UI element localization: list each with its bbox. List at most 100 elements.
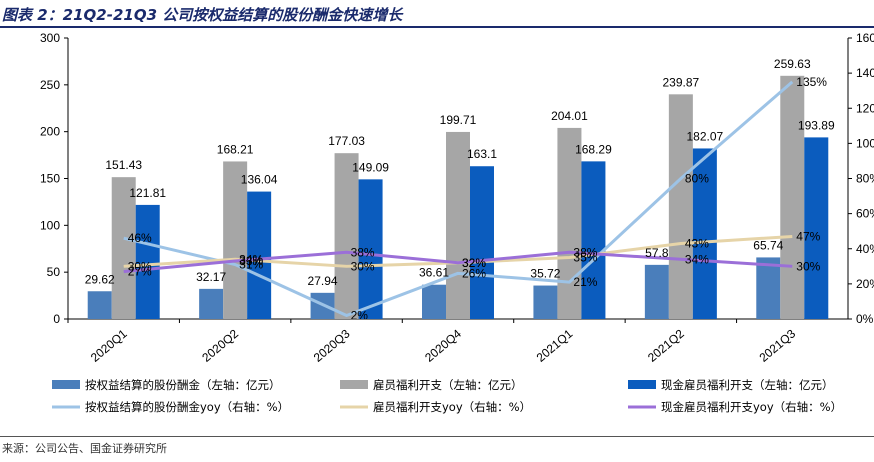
right-axis-tick-label: 80% <box>856 172 874 186</box>
right-axis-tick-label: 0% <box>856 312 874 326</box>
legend-label: 现金雇员福利开支（左轴：亿元） <box>661 378 834 392</box>
legend-label: 按权益结算的股份酬金yoy（右轴：%） <box>85 400 289 414</box>
bar-data-label: 182.07 <box>687 129 724 143</box>
legend-label: 按权益结算的股份酬金（左轴：亿元） <box>85 378 281 392</box>
x-axis-tick-label: 2021Q1 <box>534 326 576 364</box>
legend-label: 雇员福利开支yoy（右轴：%） <box>373 400 531 414</box>
bar-data-label: 168.29 <box>575 142 612 156</box>
bar-data-label: 27.94 <box>308 274 338 288</box>
bar-data-label: 177.03 <box>328 134 365 148</box>
bar <box>199 288 224 319</box>
bar-data-label: 163.1 <box>467 147 497 161</box>
right-axis-tick-label: 100% <box>856 136 874 150</box>
x-axis-tick-label: 2020Q2 <box>199 326 241 364</box>
bar-data-label: 204.01 <box>551 109 588 123</box>
legend-swatch <box>628 380 656 389</box>
right-axis-tick-label: 20% <box>856 277 874 291</box>
bar-data-label: 193.89 <box>798 118 835 132</box>
legend-label: 现金雇员福利开支yoy（右轴：%） <box>661 400 842 414</box>
bar-data-label: 168.21 <box>217 142 254 156</box>
bar <box>470 166 494 319</box>
right-axis-tick-label: 160% <box>856 31 874 45</box>
bar-data-label: 151.43 <box>105 158 142 172</box>
line-data-label: 30% <box>128 259 152 273</box>
bar <box>135 204 160 319</box>
bar-data-label: 121.81 <box>129 186 166 200</box>
line-data-label: 43% <box>685 236 709 250</box>
line-data-label: 33% <box>239 254 263 268</box>
x-axis-tick-label: 2020Q4 <box>422 326 464 364</box>
bar <box>111 177 136 319</box>
bar-data-label: 32.17 <box>196 270 226 284</box>
bar-data-label: 199.71 <box>440 113 477 127</box>
bar-data-label: 57.8 <box>645 246 669 260</box>
left-axis-tick-label: 100 <box>40 218 60 232</box>
legend-label: 雇员福利开支（左轴：亿元） <box>373 378 523 392</box>
bar-data-label: 35.72 <box>530 267 560 281</box>
bar <box>644 264 669 319</box>
chart-svg: 0 50 100 150 200 250 300 0% 20% 40% 60% 80% 100% 120%… <box>40 31 874 414</box>
line-data-label: 32% <box>462 256 486 270</box>
bar-data-label: 36.61 <box>419 266 449 280</box>
x-axis-tick-label: 2021Q3 <box>757 326 799 364</box>
source-note: 来源：公司公告、国金证券研究所 <box>2 442 167 455</box>
legend-swatch <box>52 380 80 389</box>
line-data-label: 80% <box>685 172 709 186</box>
bar <box>358 179 383 319</box>
line-data-label: 30% <box>351 259 375 273</box>
bar <box>87 291 112 319</box>
bar <box>334 153 359 319</box>
right-axis-tick-label: 60% <box>856 207 874 221</box>
left-axis-tick-label: 200 <box>40 125 60 139</box>
bar-data-label: 239.87 <box>663 75 700 89</box>
line-data-label: 31% <box>239 258 263 272</box>
line-data-label: 34% <box>685 252 709 266</box>
bar <box>533 285 558 319</box>
left-axis-tick-label: 50 <box>47 265 61 279</box>
line-data-label: 35% <box>573 251 597 265</box>
bottom-rule <box>0 436 874 437</box>
bar <box>247 191 272 319</box>
bar <box>804 137 829 319</box>
left-axis-tick-label: 250 <box>40 78 60 92</box>
line-data-label: 38% <box>573 245 597 259</box>
line-data-label: 30% <box>796 259 820 273</box>
bar <box>422 284 446 319</box>
bar <box>780 75 805 319</box>
line-data-label: 27% <box>128 265 152 279</box>
x-axis-tick-label: 2021Q2 <box>645 326 687 364</box>
bar <box>557 127 582 319</box>
bar <box>581 161 606 319</box>
legend-swatch <box>340 380 368 389</box>
line-data-label: 38% <box>351 245 375 259</box>
right-axis-tick-label: 140% <box>856 66 874 80</box>
x-axis-tick-label: 2020Q3 <box>311 326 353 364</box>
bar <box>692 148 717 319</box>
bar-data-label: 259.63 <box>774 57 811 71</box>
x-axis-tick-label: 2020Q1 <box>88 326 130 364</box>
line-data-label: 47% <box>796 229 820 243</box>
bar-data-label: 149.09 <box>352 160 389 174</box>
bar <box>756 257 781 319</box>
line-data-label: 32% <box>462 256 486 270</box>
series-line <box>123 80 794 317</box>
left-axis-tick-label: 150 <box>40 172 60 186</box>
right-axis-tick-label: 120% <box>856 101 874 115</box>
line-data-label: 2% <box>351 308 369 322</box>
bar-data-label: 29.62 <box>85 272 115 286</box>
left-axis-tick-label: 0 <box>53 312 60 326</box>
bar <box>668 94 693 319</box>
bar <box>446 131 470 319</box>
left-axis-tick-label: 300 <box>40 31 60 45</box>
bar <box>223 161 248 319</box>
bar-data-label: 136.04 <box>241 173 278 187</box>
right-axis-tick-label: 40% <box>856 242 874 256</box>
line-data-label: 26% <box>462 266 486 280</box>
line-data-label: 135% <box>796 75 827 89</box>
line-data-label: 46% <box>128 231 152 245</box>
series-line <box>123 250 793 274</box>
line-data-label: 34% <box>239 252 263 266</box>
line-data-label: 21% <box>573 275 597 289</box>
title-rule <box>0 26 874 28</box>
bar-data-label: 65.74 <box>753 238 783 252</box>
